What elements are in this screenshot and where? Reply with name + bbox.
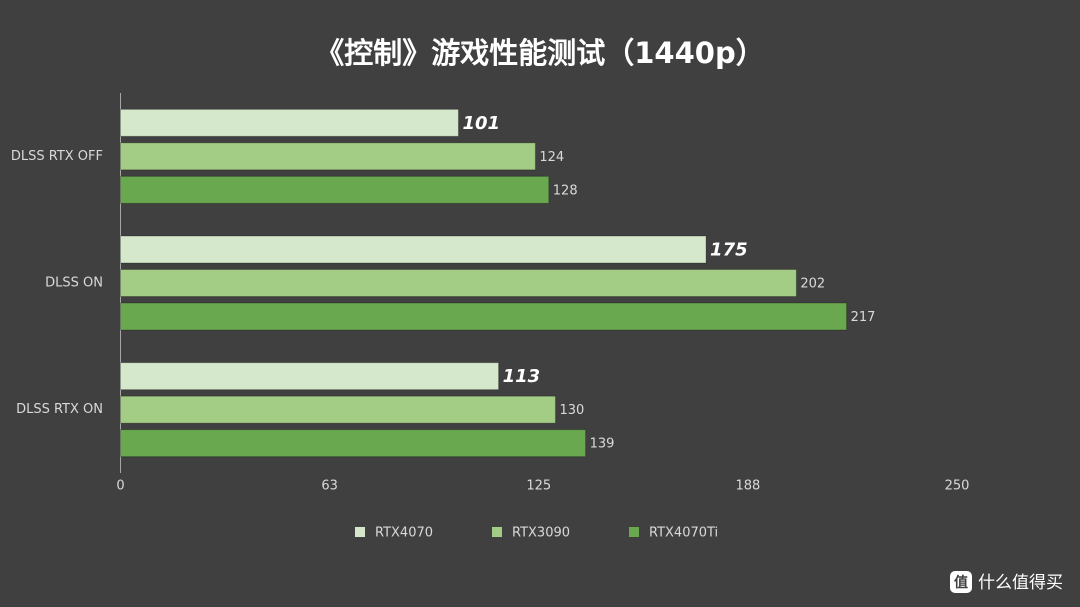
legend-label: RTX4070 [375,526,433,541]
data-label: 139 [590,437,615,452]
bar [120,429,587,458]
data-label: 202 [800,277,825,292]
data-label: 101 [462,113,500,134]
data-label: 130 [559,403,584,418]
legend-swatch [355,527,365,537]
bar [120,142,536,171]
bar [120,108,459,137]
y-tick-label: DLSS RTX ON [16,402,103,417]
y-tick-label: DLSS ON [45,276,103,291]
legend-label: RTX4070Ti [649,526,718,541]
x-tick-label: 250 [945,479,970,494]
legend-swatch [492,527,502,537]
x-tick-label: 125 [526,479,551,494]
bar [120,362,500,391]
x-tick-label: 0 [116,479,124,494]
bar [120,269,797,297]
data-label: 128 [553,183,578,198]
watermark-icon [950,571,972,593]
bar [120,302,848,331]
data-label: 175 [710,240,748,261]
chart-title: 《控制》游戏性能测试（1440p） [315,36,764,70]
bar [120,175,550,204]
bar [120,235,707,264]
x-tick-label: 63 [321,479,338,494]
data-label: 217 [851,310,876,325]
legend-label: RTX3090 [512,526,570,541]
data-label: 124 [539,150,564,165]
watermark-text: 什么值得买 [978,573,1063,593]
data-label: 113 [503,366,541,387]
bar [120,395,556,424]
x-tick-label: 188 [735,479,760,494]
watermark-icon-text: 值 [954,574,968,591]
watermark: 值 什么值得买 [950,571,1063,593]
legend-swatch [629,527,639,537]
y-tick-label: DLSS RTX OFF [11,149,103,164]
